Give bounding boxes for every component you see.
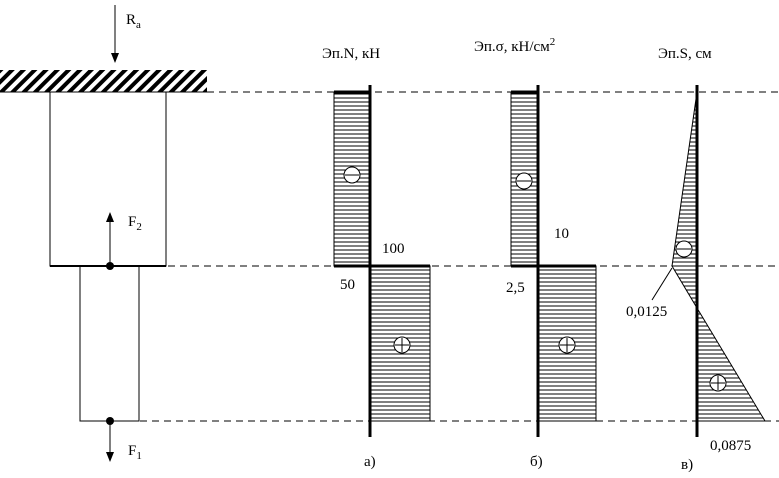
f1-label: F1 bbox=[128, 443, 142, 462]
diagram-n: Эп.N, кН 100 50 а) bbox=[322, 46, 431, 470]
ra-label: Ra bbox=[126, 12, 141, 31]
diagram-sigma: Эп.σ, кН/см2 10 2,5 б) bbox=[474, 36, 597, 470]
value-label: 10 bbox=[554, 226, 569, 242]
value-label: 50 bbox=[340, 277, 355, 293]
lower-section bbox=[79, 265, 140, 422]
caption: в) bbox=[681, 457, 693, 473]
support-hatch bbox=[0, 70, 207, 92]
upper-section bbox=[49, 91, 167, 267]
diagram-title: Эп.σ, кН/см2 bbox=[474, 36, 555, 55]
value-label: 100 bbox=[382, 241, 405, 257]
beam: Ra F2 F1 bbox=[0, 5, 207, 462]
f2-label: F2 bbox=[128, 214, 142, 233]
diagram-title: Эп.N, кН bbox=[322, 46, 380, 62]
value-label: 0,0125 bbox=[626, 304, 667, 320]
value-label: 0,0875 bbox=[710, 438, 751, 454]
caption: б) bbox=[530, 454, 543, 470]
diagram-s: Эп.S, см 0,0125 0,0875 в) bbox=[626, 46, 766, 473]
value-label: 2,5 bbox=[506, 280, 525, 296]
diagram-title: Эп.S, см bbox=[658, 46, 712, 62]
caption: а) bbox=[364, 454, 376, 470]
